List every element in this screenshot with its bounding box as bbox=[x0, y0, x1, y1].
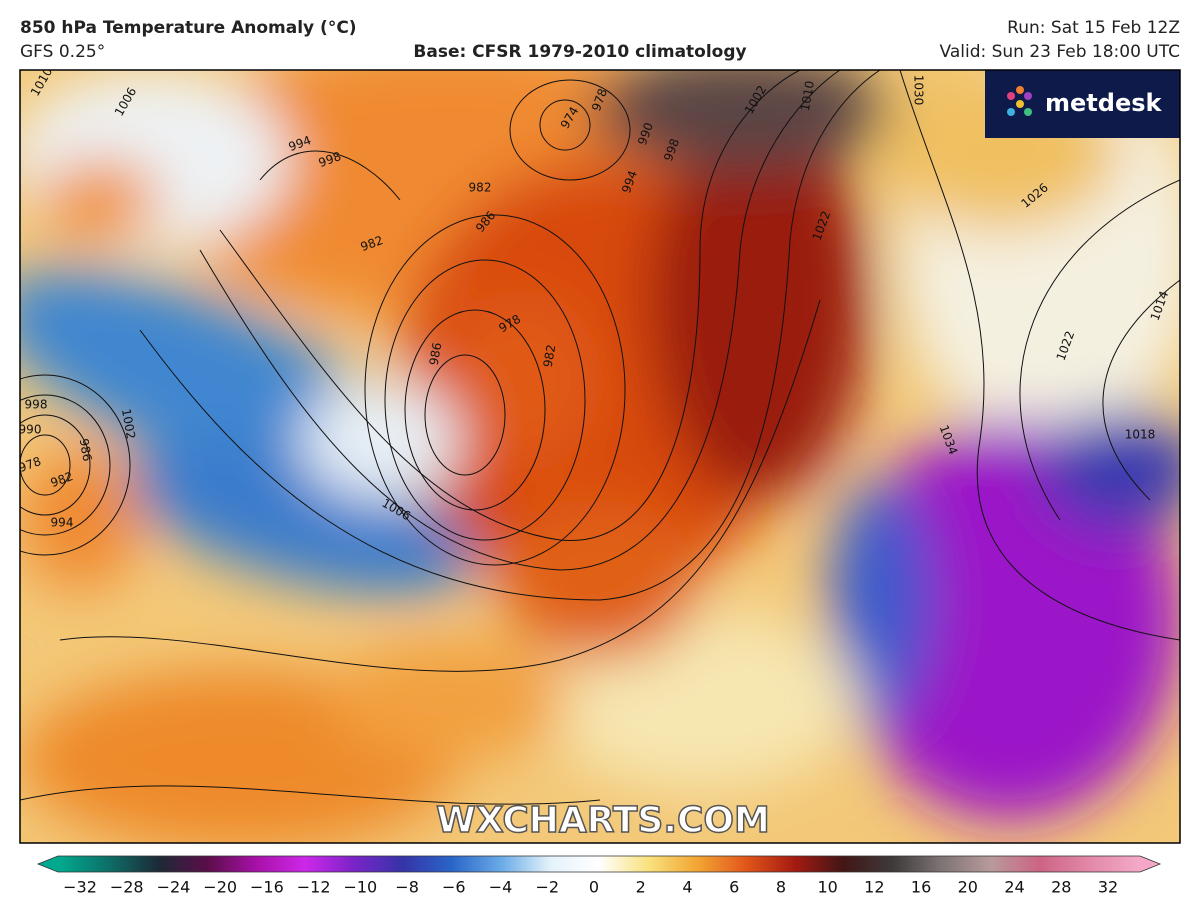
valid: Valid: Sun 23 Feb 18:00 UTC bbox=[940, 42, 1180, 62]
logo-icon bbox=[1007, 86, 1032, 116]
isobar-label: 994 bbox=[51, 516, 74, 530]
colorbar-tick-label: −6 bbox=[442, 878, 466, 897]
colorbar-ticks: −32 −28 −24 −20 −16 −12 −10 −8 −6 −4 −2 0 2 4 6 8 10 12 16… bbox=[63, 878, 1118, 897]
logo-text: metdesk bbox=[1045, 89, 1163, 117]
isobar-label: 982 bbox=[541, 343, 559, 368]
isobar-label: 982 bbox=[469, 181, 492, 195]
isobar-label: 1010 bbox=[798, 80, 817, 113]
colorbar-tick-label: −28 bbox=[110, 878, 144, 897]
title: 850 hPa Temperature Anomaly (°C) bbox=[20, 18, 357, 38]
watermark: WXCHARTS.COM bbox=[436, 800, 770, 841]
base: Base: CFSR 1979-2010 climatology bbox=[413, 42, 746, 62]
colorbar-tick-label: 0 bbox=[589, 878, 599, 897]
isobar-label: 998 bbox=[25, 398, 48, 412]
colorbar-tick-label: 6 bbox=[729, 878, 739, 897]
colorbar-tick-label: 8 bbox=[776, 878, 786, 897]
colorbar-tick-label: 12 bbox=[864, 878, 884, 897]
map: 1010100699499898298697497899099899498297… bbox=[19, 70, 1180, 843]
colorbar-tick-label: 16 bbox=[911, 878, 931, 897]
isobar-label: 1002 bbox=[119, 408, 138, 441]
colorbar-tick-label: −24 bbox=[157, 878, 191, 897]
colorbar-tick-label: −4 bbox=[489, 878, 513, 897]
isobar-label: 1018 bbox=[1125, 428, 1156, 442]
colorbar-tick-label: −12 bbox=[297, 878, 331, 897]
run: Run: Sat 15 Feb 12Z bbox=[1007, 18, 1180, 38]
colorbar-tick-label: 32 bbox=[1098, 878, 1118, 897]
isobar-label: 990 bbox=[19, 423, 42, 437]
isobar-lines bbox=[20, 70, 1180, 805]
isobar-label: 986 bbox=[427, 341, 445, 366]
colorbar-tick-label: −10 bbox=[343, 878, 377, 897]
isobar-label: 986 bbox=[77, 437, 95, 462]
colorbar-tick-label: 20 bbox=[958, 878, 978, 897]
model: GFS 0.25° bbox=[20, 42, 105, 62]
anomaly-field bbox=[20, 70, 1180, 843]
colorbar-tick-label: 2 bbox=[636, 878, 646, 897]
colorbar-tick-label: 4 bbox=[682, 878, 692, 897]
isobar-label: 1030 bbox=[912, 75, 926, 106]
colorbar-tick-label: −32 bbox=[63, 878, 97, 897]
colorbar-tick-label: 24 bbox=[1004, 878, 1024, 897]
colorbar-tick-label: −20 bbox=[203, 878, 237, 897]
map-frame bbox=[19, 69, 1181, 844]
colorbar-tick-label: 28 bbox=[1051, 878, 1071, 897]
colorbar-tick-label: −2 bbox=[535, 878, 559, 897]
colorbar-tick-label: −16 bbox=[250, 878, 284, 897]
colorbar bbox=[36, 855, 1162, 873]
colorbar-tick-label: 10 bbox=[817, 878, 837, 897]
colorbar-tick-label: −8 bbox=[395, 878, 419, 897]
